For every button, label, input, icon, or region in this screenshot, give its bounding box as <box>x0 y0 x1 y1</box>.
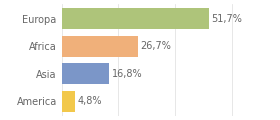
Bar <box>62 8 209 29</box>
Bar <box>62 63 109 84</box>
Bar <box>62 91 75 112</box>
Text: 16,8%: 16,8% <box>112 69 142 79</box>
Text: 4,8%: 4,8% <box>78 96 102 106</box>
Text: 51,7%: 51,7% <box>211 14 242 24</box>
Text: 26,7%: 26,7% <box>140 41 171 51</box>
Bar <box>62 36 137 57</box>
